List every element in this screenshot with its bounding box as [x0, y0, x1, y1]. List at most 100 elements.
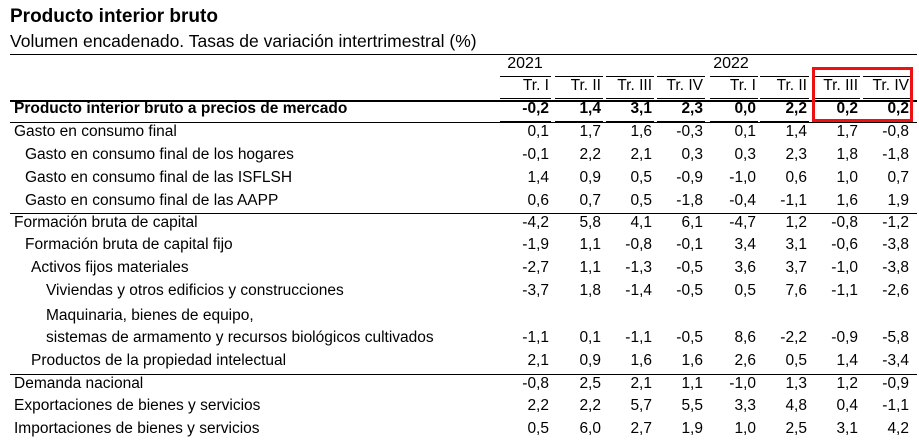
cell-value: -0,8	[625, 236, 652, 253]
cell-value: 2,2	[579, 146, 601, 163]
quarter-underline	[657, 98, 705, 99]
cell-value: 4,2	[887, 420, 909, 437]
row-label: Activos fijos materiales	[31, 259, 189, 276]
cell-value: -0,8	[831, 214, 858, 231]
cell-value: -0,5	[676, 329, 703, 346]
quarter-underline	[863, 98, 911, 99]
quarter-underline	[606, 98, 654, 99]
cell-value: 3,7	[785, 259, 807, 276]
table-subtitle: Volumen encadenado. Tasas de variación i…	[10, 31, 477, 51]
cell-value: 0,6	[785, 169, 807, 186]
cell-value: 3,6	[734, 259, 756, 276]
cell-value: -1,3	[625, 259, 652, 276]
cell-value: -1,8	[676, 192, 703, 209]
row-label: Gasto en consumo final de las AAPP	[25, 192, 279, 209]
cell-value: -1,1	[831, 282, 858, 299]
year-underline	[555, 76, 603, 77]
quarter-header: Tr. III	[823, 77, 858, 94]
table-row: Viviendas y otros edificios y construcci…	[0, 282, 919, 304]
cell-value: -0,6	[831, 236, 858, 253]
table-row: Importaciones de bienes y servicios 0,5 6,…	[0, 420, 919, 442]
cell-value: -0,9	[831, 329, 858, 346]
cell-value: 1,4	[579, 100, 601, 117]
cell-value: -3,4	[882, 352, 909, 369]
table-row: Gasto en consumo final de las ISFLSH 1,4 0…	[0, 169, 919, 191]
cell-value: 2,7	[630, 420, 652, 437]
cell-value: -1,4	[625, 282, 652, 299]
row-rule	[10, 122, 917, 123]
cell-value: -3,8	[882, 259, 909, 276]
quarter-header: Tr. III	[617, 77, 652, 94]
row-label: Demanda nacional	[14, 375, 144, 392]
header-rule	[10, 100, 917, 102]
top-rule	[10, 54, 917, 55]
cell-value: -1,0	[831, 259, 858, 276]
cell-value: -0,9	[676, 169, 703, 186]
quarter-underline	[710, 98, 758, 99]
cell-value: 8,6	[734, 329, 756, 346]
table-row: Formación bruta de capital -4,2 5,8 4,1 6,1 -…	[0, 214, 919, 236]
cell-value: 0,9	[579, 169, 601, 186]
cell-value: 3,1	[836, 420, 858, 437]
cell-value: 0,5	[785, 352, 807, 369]
cell-value: 1,7	[836, 123, 858, 140]
cell-value: 0,1	[527, 123, 549, 140]
table-row: Producto interior bruto a precios de mer…	[0, 100, 919, 122]
cell-value: 1,1	[579, 236, 601, 253]
row-label: Producto interior bruto a precios de mer…	[14, 100, 348, 117]
cell-value: 1,8	[836, 146, 858, 163]
cell-value: 1,4	[836, 352, 858, 369]
year-2021: 2021	[507, 55, 543, 72]
cell-value: 0,5	[734, 282, 756, 299]
table-row: Formación bruta de capital fijo -1,9 1,1 -0…	[0, 236, 919, 258]
cell-value: -1,8	[882, 146, 909, 163]
cell-value: 1,4	[785, 123, 807, 140]
cell-value: 1,6	[681, 352, 703, 369]
row-rule	[10, 374, 917, 375]
cell-value: 0,4	[836, 397, 858, 414]
cell-value: 0,6	[527, 192, 549, 209]
cell-value: 2,3	[681, 100, 703, 117]
row-label: Productos de la propiedad intelectual	[31, 352, 287, 369]
table-title: Producto interior bruto	[10, 6, 218, 27]
cell-value: 0,2	[887, 100, 909, 117]
table-row: Productos de la propiedad intelectual 2,1…	[0, 352, 919, 374]
year-underline	[863, 76, 911, 77]
cell-value: 2,6	[734, 352, 756, 369]
cell-value: -5,8	[882, 329, 909, 346]
cell-value: -0,1	[522, 146, 549, 163]
quarter-underline	[812, 98, 860, 99]
cell-value: -3,7	[522, 282, 549, 299]
cell-value: -4,2	[522, 214, 549, 231]
cell-value: 0,1	[734, 123, 756, 140]
quarter-underline	[500, 98, 551, 99]
year-underline	[657, 76, 705, 77]
cell-value: 0,7	[579, 192, 601, 209]
cell-value: 6,0	[579, 420, 601, 437]
cell-value: 1,2	[785, 214, 807, 231]
year-underline	[812, 76, 860, 77]
cell-value: 3,4	[734, 236, 756, 253]
cell-value: -0,8	[522, 375, 549, 392]
cell-value: 1,0	[734, 420, 756, 437]
quarter-header: Tr. IV	[666, 77, 703, 94]
cell-value: 1,2	[836, 375, 858, 392]
cell-value: -0,1	[676, 236, 703, 253]
cell-value: 1,1	[681, 375, 703, 392]
cell-value: 5,8	[579, 214, 601, 231]
cell-value: 0,2	[836, 100, 858, 117]
cell-value: -1,1	[882, 397, 909, 414]
quarter-underline	[555, 98, 603, 99]
row-label: Viviendas y otros edificios y construcci…	[46, 282, 344, 299]
cell-value: 0,5	[630, 192, 652, 209]
quarter-header: Tr. I	[522, 77, 549, 94]
cell-value: 2,3	[785, 146, 807, 163]
cell-value: 2,5	[785, 420, 807, 437]
year-underline	[606, 76, 654, 77]
row-label: Formación bruta de capital	[14, 214, 198, 231]
cell-value: -0,9	[882, 375, 909, 392]
row-label: Gasto en consumo final	[14, 123, 177, 140]
cell-value: -1,0	[729, 169, 756, 186]
cell-value: 0,9	[579, 352, 601, 369]
cell-value: 3,3	[734, 397, 756, 414]
